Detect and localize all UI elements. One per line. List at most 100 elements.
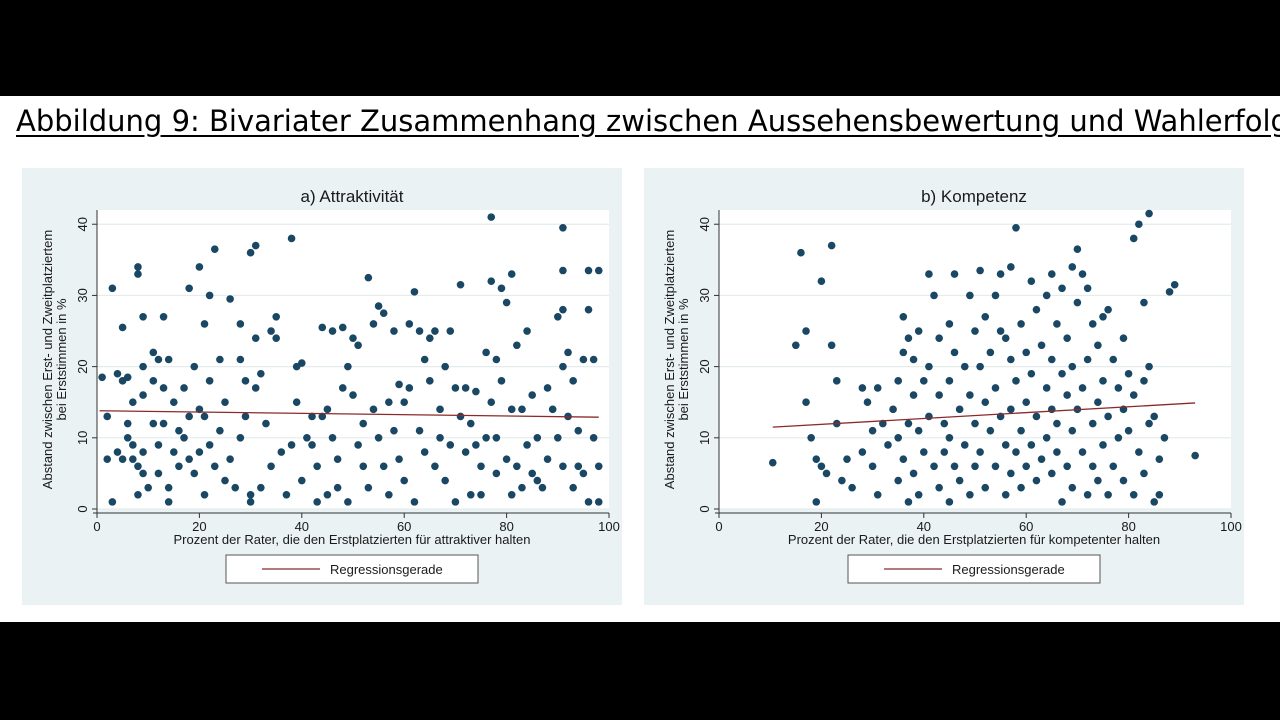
- data-point: [205, 441, 214, 449]
- data-point: [431, 327, 439, 335]
- x-tick-label: 20: [814, 519, 828, 534]
- data-point: [812, 498, 821, 506]
- data-point: [1017, 320, 1025, 328]
- data-point: [328, 327, 337, 335]
- data-point: [333, 455, 342, 463]
- data-point: [477, 490, 485, 499]
- data-point: [838, 476, 846, 485]
- data-point: [400, 398, 409, 407]
- y-tick-label: 0: [697, 505, 712, 512]
- data-point: [559, 462, 567, 471]
- data-point: [1088, 462, 1097, 471]
- data-point: [221, 476, 229, 485]
- data-point: [487, 277, 496, 285]
- data-point: [873, 490, 882, 499]
- x-axis-label: Prozent der Rater, die den Erstplatziert…: [788, 532, 1160, 547]
- data-point: [113, 448, 122, 456]
- data-point: [426, 334, 434, 342]
- data-point: [1022, 398, 1030, 407]
- data-point: [298, 359, 306, 367]
- data-point: [1053, 320, 1061, 328]
- data-point: [538, 483, 547, 492]
- data-point: [991, 291, 1000, 300]
- data-point: [559, 305, 567, 314]
- y-tick-label: 0: [75, 505, 90, 512]
- data-point: [134, 462, 142, 471]
- data-point: [1007, 469, 1015, 478]
- data-point: [487, 213, 496, 221]
- data-point: [492, 469, 501, 478]
- data-point: [909, 469, 918, 478]
- data-point: [390, 327, 398, 335]
- data-point: [1048, 270, 1056, 278]
- data-point: [241, 412, 250, 421]
- data-point: [359, 419, 368, 428]
- data-point: [1129, 391, 1138, 399]
- y-axis-label-line1: Abstand zwischen Erst- und Zweitplatzier…: [40, 230, 55, 489]
- data-point: [940, 419, 949, 428]
- data-point: [446, 327, 455, 335]
- data-point: [925, 362, 933, 371]
- data-point: [282, 490, 291, 499]
- data-point: [390, 426, 398, 435]
- data-point: [976, 362, 984, 371]
- data-point: [134, 490, 142, 499]
- data-point: [920, 448, 928, 456]
- data-point: [323, 490, 332, 499]
- data-point: [461, 384, 470, 392]
- data-point: [1042, 291, 1051, 300]
- plot-area: [719, 210, 1231, 509]
- data-point: [543, 384, 552, 392]
- data-point: [338, 384, 347, 392]
- data-point: [528, 391, 536, 399]
- data-point: [420, 355, 429, 364]
- data-point: [935, 483, 943, 492]
- data-point: [1160, 434, 1169, 442]
- data-point: [1109, 462, 1118, 471]
- data-point: [935, 391, 943, 399]
- data-point: [472, 387, 480, 396]
- data-point: [200, 320, 209, 328]
- data-point: [584, 498, 593, 506]
- data-point: [1099, 377, 1107, 385]
- data-point: [159, 312, 168, 321]
- data-point: [205, 377, 214, 385]
- x-tick-label: 100: [598, 519, 620, 534]
- data-point: [441, 362, 449, 371]
- data-point: [1053, 419, 1061, 428]
- data-point: [149, 348, 158, 357]
- data-point: [1073, 245, 1082, 253]
- data-point: [139, 391, 147, 399]
- data-point: [216, 426, 224, 435]
- data-point: [139, 469, 147, 478]
- x-tick-label: 60: [397, 519, 411, 534]
- data-point: [129, 441, 137, 449]
- data-point: [894, 476, 902, 485]
- data-point: [971, 327, 979, 335]
- data-point: [415, 426, 424, 435]
- data-point: [986, 348, 995, 357]
- y-tick-label: 40: [75, 217, 90, 231]
- data-point: [1191, 451, 1199, 460]
- slide: Abbildung 9: Bivariater Zusammenhang zwi…: [0, 96, 1280, 622]
- chart-title: b) Kompetenz: [921, 187, 1027, 206]
- data-point: [395, 455, 403, 463]
- data-point: [1094, 476, 1102, 485]
- data-point: [981, 312, 990, 321]
- data-point: [466, 419, 475, 428]
- data-point: [108, 284, 117, 293]
- data-point: [123, 373, 132, 382]
- data-point: [466, 490, 475, 499]
- data-point: [827, 241, 836, 250]
- data-point: [1114, 434, 1123, 442]
- data-point: [950, 270, 959, 278]
- y-tick-label: 10: [697, 431, 712, 445]
- data-point: [559, 223, 567, 232]
- data-point: [333, 483, 342, 492]
- data-point: [134, 270, 142, 278]
- regression-line: [99, 410, 599, 418]
- data-point: [190, 362, 199, 371]
- data-point: [1145, 419, 1153, 428]
- data-point: [960, 441, 969, 449]
- data-point: [210, 462, 219, 471]
